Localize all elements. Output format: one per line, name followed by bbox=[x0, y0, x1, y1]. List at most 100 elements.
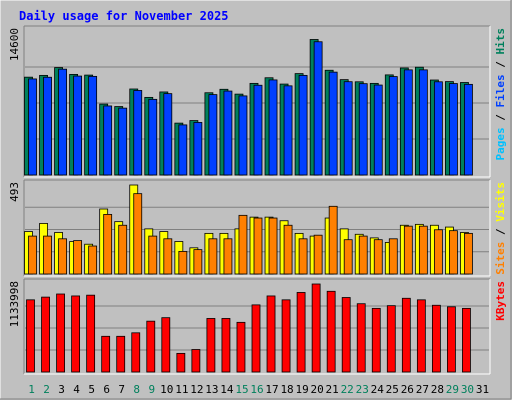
bar-kbytes-day-7 bbox=[116, 335, 126, 373]
bar-kbytes-day-14 bbox=[221, 318, 231, 373]
bar-files-day-10 bbox=[163, 93, 173, 176]
panel-kbytes: 1133998 KBytes bbox=[8, 278, 507, 375]
day-label-24: 24 bbox=[371, 383, 385, 396]
bar-files-day-19 bbox=[298, 74, 308, 176]
bar-files-day-26 bbox=[403, 69, 413, 176]
bar-kbytes-day-25 bbox=[386, 305, 396, 373]
bar-sites-day-13 bbox=[208, 238, 218, 275]
bar-kbytes-day-28 bbox=[431, 304, 441, 373]
bar-kbytes-day-20 bbox=[311, 283, 321, 373]
bar-files-day-29 bbox=[449, 83, 458, 176]
bar-files-day-6 bbox=[103, 105, 113, 176]
bar-sites-day-10 bbox=[163, 238, 173, 275]
bar-kbytes-day-24 bbox=[371, 307, 381, 373]
y-axis-label: Sites / Visits bbox=[494, 182, 507, 275]
bar-kbytes-day-6 bbox=[101, 335, 111, 373]
bar-sites-day-25 bbox=[388, 238, 398, 275]
day-label-28: 28 bbox=[431, 383, 444, 396]
day-label-6: 6 bbox=[103, 383, 110, 396]
bar-sites-day-15 bbox=[238, 214, 248, 275]
bar-files-day-23 bbox=[358, 83, 368, 176]
y-axis-label: KBytes bbox=[494, 281, 507, 321]
bar-kbytes-day-26 bbox=[401, 297, 411, 373]
bar-sites-day-5 bbox=[88, 245, 98, 275]
bar-kbytes-day-21 bbox=[326, 290, 336, 373]
bar-files-day-25 bbox=[388, 76, 398, 176]
day-label-30: 30 bbox=[461, 383, 474, 396]
bar-files-day-11 bbox=[178, 124, 188, 176]
bar-sites-day-4 bbox=[73, 240, 83, 275]
day-label-31: 31 bbox=[476, 383, 489, 396]
bar-files-day-4 bbox=[73, 75, 83, 176]
series-label-visits: Visits bbox=[494, 182, 507, 222]
bar-files-day-12 bbox=[193, 122, 203, 176]
bar-sites-day-30 bbox=[464, 232, 473, 275]
bar-kbytes-day-10 bbox=[161, 317, 171, 373]
bar-kbytes-day-16 bbox=[251, 304, 261, 373]
bar-files-day-28 bbox=[433, 81, 443, 176]
day-label-1: 1 bbox=[28, 383, 35, 396]
day-label-9: 9 bbox=[148, 383, 155, 396]
day-label-11: 11 bbox=[175, 383, 188, 396]
series-label-sites: Sites bbox=[494, 242, 507, 275]
chart-title: Daily usage for November 2025 bbox=[19, 9, 229, 23]
day-label-20: 20 bbox=[311, 383, 324, 396]
bar-sites-day-7 bbox=[118, 224, 128, 275]
bar-files-day-16 bbox=[253, 84, 263, 176]
bar-sites-day-20 bbox=[313, 234, 323, 275]
day-label-8: 8 bbox=[133, 383, 140, 396]
bar-files-day-5 bbox=[88, 75, 98, 176]
bar-sites-day-1 bbox=[28, 235, 37, 275]
bar-files-day-21 bbox=[328, 71, 338, 176]
bar-kbytes-day-15 bbox=[236, 321, 246, 373]
bar-sites-day-11 bbox=[178, 251, 188, 275]
bar-kbytes-day-9 bbox=[146, 320, 156, 373]
day-label-2: 2 bbox=[43, 383, 50, 396]
series-label-files: Files bbox=[494, 74, 507, 107]
bar-files-day-1 bbox=[28, 78, 37, 176]
bar-files-day-2 bbox=[43, 76, 52, 176]
day-label-26: 26 bbox=[401, 383, 414, 396]
day-label-7: 7 bbox=[118, 383, 125, 396]
bar-sites-day-28 bbox=[433, 229, 443, 275]
bar-kbytes-day-22 bbox=[341, 297, 351, 373]
bar-sites-day-29 bbox=[449, 230, 458, 275]
day-label-18: 18 bbox=[280, 383, 293, 396]
bar-kbytes-day-17 bbox=[266, 295, 276, 373]
bar-kbytes-day-23 bbox=[356, 303, 366, 373]
bar-kbytes-day-8 bbox=[131, 332, 141, 373]
series-label-hits: Hits bbox=[494, 28, 507, 55]
bar-files-day-8 bbox=[133, 90, 143, 176]
bar-sites-day-22 bbox=[343, 239, 353, 275]
series-label-kbytes: KBytes bbox=[494, 281, 507, 321]
bar-sites-day-16 bbox=[253, 217, 263, 275]
day-label-21: 21 bbox=[326, 383, 339, 396]
bar-files-day-13 bbox=[208, 94, 218, 176]
bar-sites-day-2 bbox=[43, 235, 52, 275]
bar-files-day-15 bbox=[238, 95, 248, 176]
bar-files-day-18 bbox=[283, 85, 293, 176]
bar-kbytes-day-29 bbox=[447, 306, 456, 373]
bar-files-day-7 bbox=[118, 107, 128, 176]
bar-sites-day-19 bbox=[298, 238, 308, 275]
bar-files-day-14 bbox=[223, 90, 233, 176]
bar-sites-day-3 bbox=[58, 238, 67, 275]
bar-sites-day-17 bbox=[268, 217, 278, 275]
bar-sites-day-6 bbox=[103, 214, 113, 275]
bar-sites-day-21 bbox=[328, 205, 338, 275]
bar-kbytes-day-2 bbox=[41, 296, 50, 373]
bar-sites-day-12 bbox=[193, 249, 203, 275]
bar-kbytes-day-13 bbox=[206, 318, 216, 373]
bar-sites-day-9 bbox=[148, 235, 158, 275]
day-label-4: 4 bbox=[73, 383, 80, 396]
bar-files-day-9 bbox=[148, 98, 158, 176]
bar-kbytes-day-12 bbox=[191, 349, 201, 373]
bar-kbytes-day-1 bbox=[26, 299, 35, 373]
bar-kbytes-day-27 bbox=[416, 299, 426, 373]
day-label-5: 5 bbox=[88, 383, 95, 396]
day-label-25: 25 bbox=[386, 383, 399, 396]
bar-kbytes-day-4 bbox=[71, 295, 81, 373]
bar-files-day-20 bbox=[313, 41, 323, 176]
bar-sites-day-24 bbox=[373, 239, 383, 275]
